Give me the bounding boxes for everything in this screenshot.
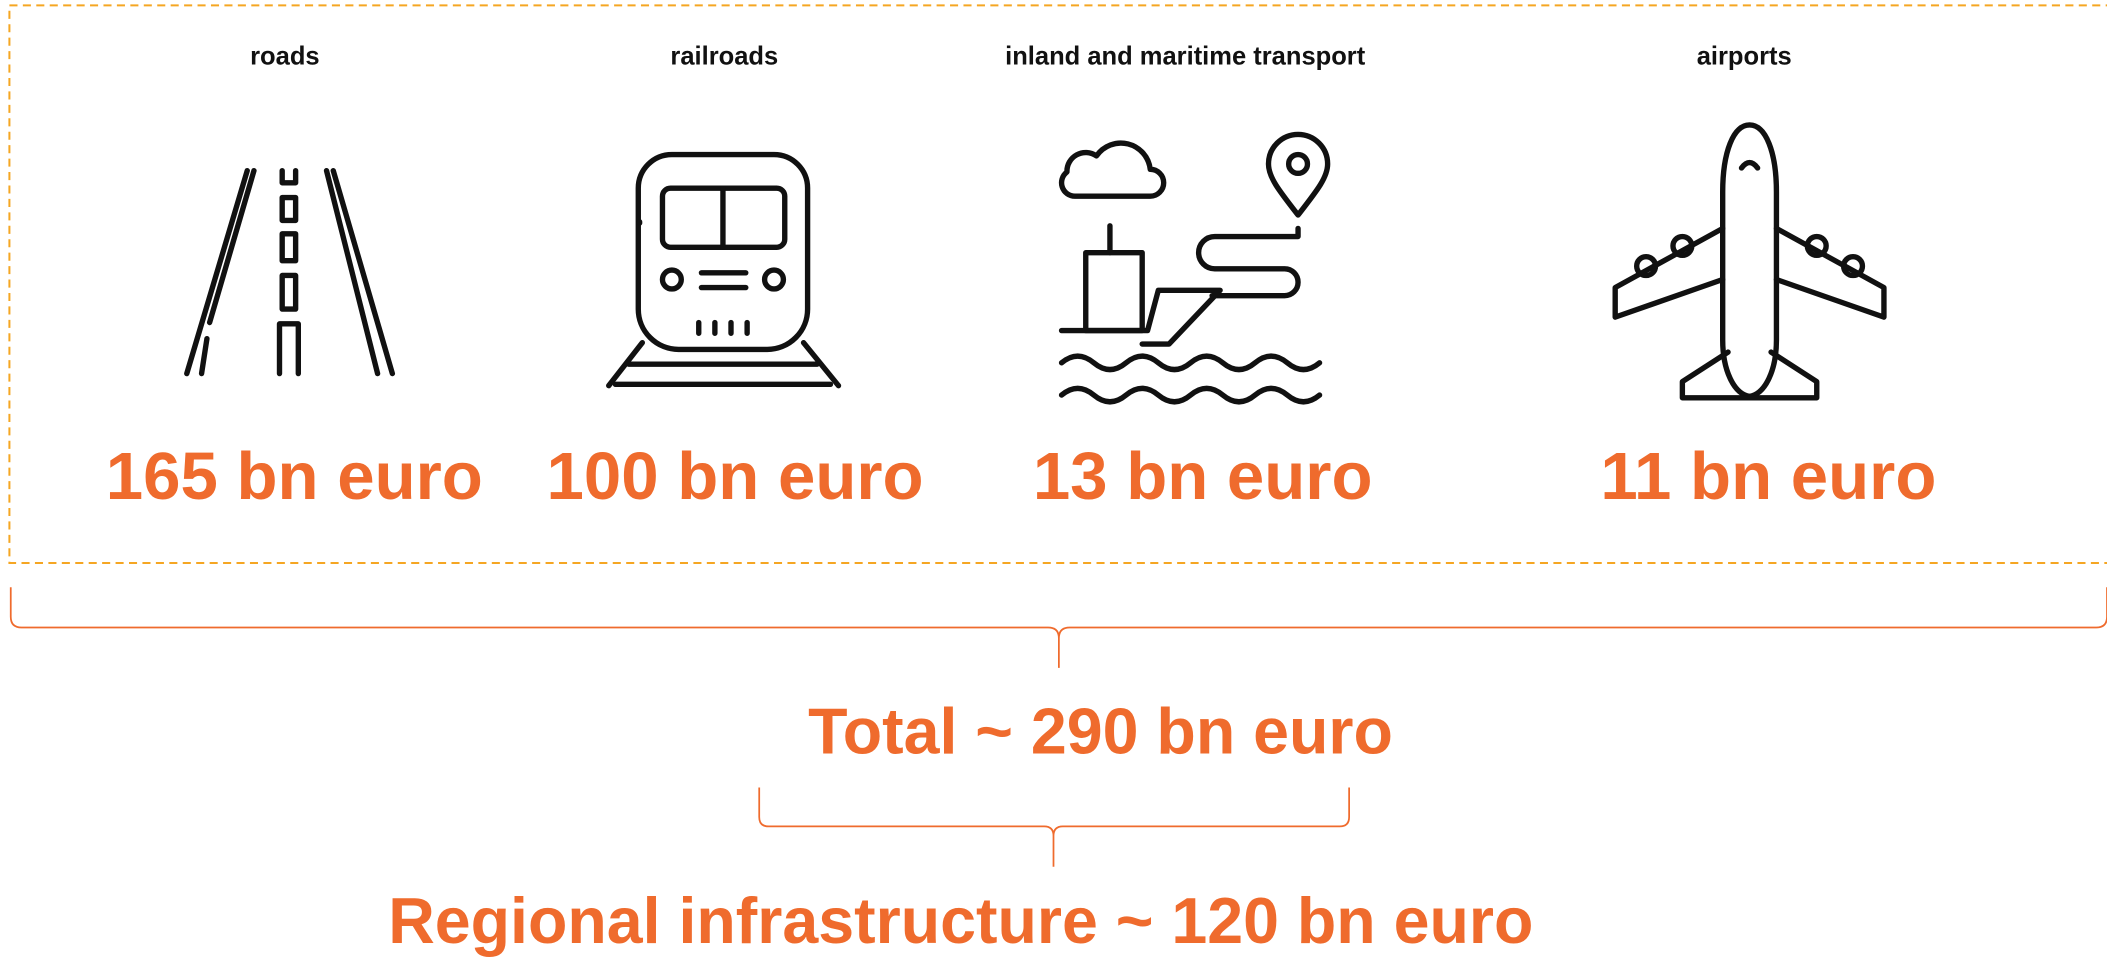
item-label: railroads [670,43,778,71]
plane-icon [1612,122,1887,401]
item-label: roads [250,43,319,71]
item-amount: 13 bn euro [1033,439,1373,514]
train-icon [606,151,842,389]
road-icon [184,167,396,377]
item-label: airports [1697,43,1792,71]
item-label: inland and maritime transport [1005,43,1366,71]
total: Total ~ 290 bn euro [808,695,1393,767]
item-amount: 100 bn euro [547,439,924,514]
dashed-frame [8,4,2107,565]
brace [9,587,2107,668]
item-amount: 11 bn euro [1600,439,1936,514]
brace [758,787,1350,867]
regional-total: Regional infrastructure ~ 120 bn euro [388,885,1533,957]
ship-icon [1058,131,1331,405]
item-amount: 165 bn euro [106,439,483,514]
